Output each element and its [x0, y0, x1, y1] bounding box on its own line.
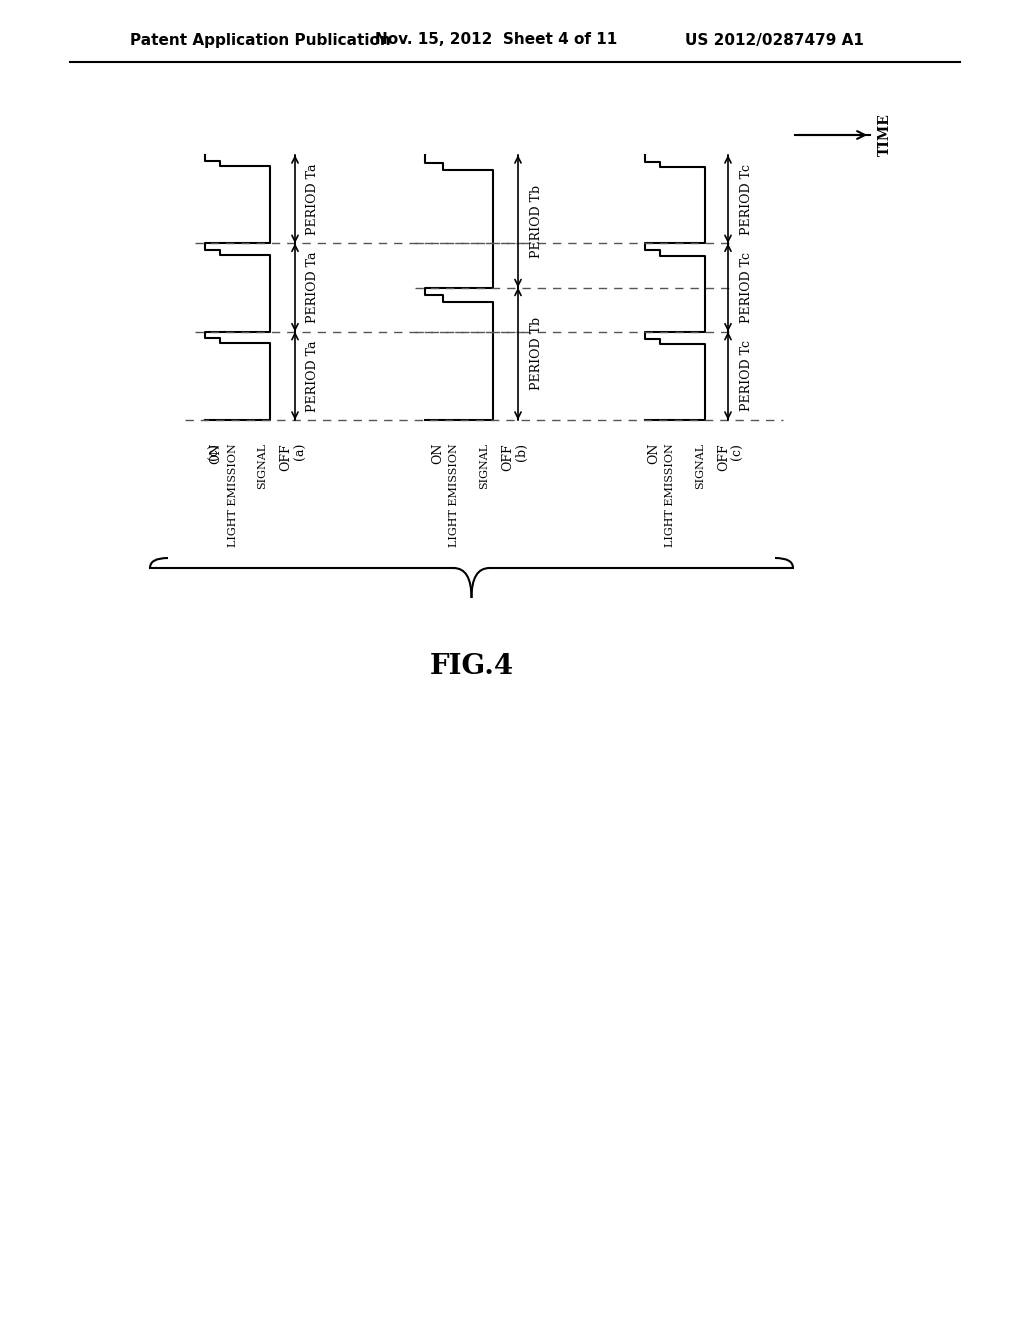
Text: ON: ON	[210, 444, 222, 465]
Text: FIG.4: FIG.4	[429, 653, 514, 680]
Text: (b): (b)	[515, 444, 528, 461]
Text: (c): (c)	[731, 444, 744, 459]
Text: PERIOD Tb: PERIOD Tb	[529, 185, 543, 257]
Text: OFF: OFF	[280, 444, 293, 471]
Text: TIME: TIME	[878, 114, 892, 157]
Text: SIGNAL: SIGNAL	[257, 444, 267, 490]
Text: PERIOD Tc: PERIOD Tc	[739, 164, 753, 235]
Text: PERIOD Ta: PERIOD Ta	[306, 252, 319, 323]
Text: Nov. 15, 2012  Sheet 4 of 11: Nov. 15, 2012 Sheet 4 of 11	[375, 33, 617, 48]
Text: US 2012/0287479 A1: US 2012/0287479 A1	[685, 33, 864, 48]
Text: PERIOD Tc: PERIOD Tc	[739, 341, 753, 412]
Text: (c): (c)	[208, 444, 220, 459]
Text: ON: ON	[647, 444, 660, 465]
Text: OFF: OFF	[501, 444, 514, 471]
Text: OFF: OFF	[717, 444, 730, 471]
Text: LIGHT EMISSION: LIGHT EMISSION	[227, 444, 238, 546]
Text: SIGNAL: SIGNAL	[695, 444, 705, 490]
Text: PERIOD Ta: PERIOD Ta	[306, 164, 319, 235]
Text: PERIOD Tc: PERIOD Tc	[739, 252, 753, 323]
Text: PERIOD Tb: PERIOD Tb	[529, 317, 543, 391]
Text: (a): (a)	[294, 444, 306, 461]
Text: Patent Application Publication: Patent Application Publication	[130, 33, 391, 48]
Text: ON: ON	[431, 444, 444, 465]
Text: SIGNAL: SIGNAL	[479, 444, 489, 490]
Text: PERIOD Ta: PERIOD Ta	[306, 341, 319, 412]
Text: LIGHT EMISSION: LIGHT EMISSION	[665, 444, 675, 546]
Text: LIGHT EMISSION: LIGHT EMISSION	[449, 444, 459, 546]
